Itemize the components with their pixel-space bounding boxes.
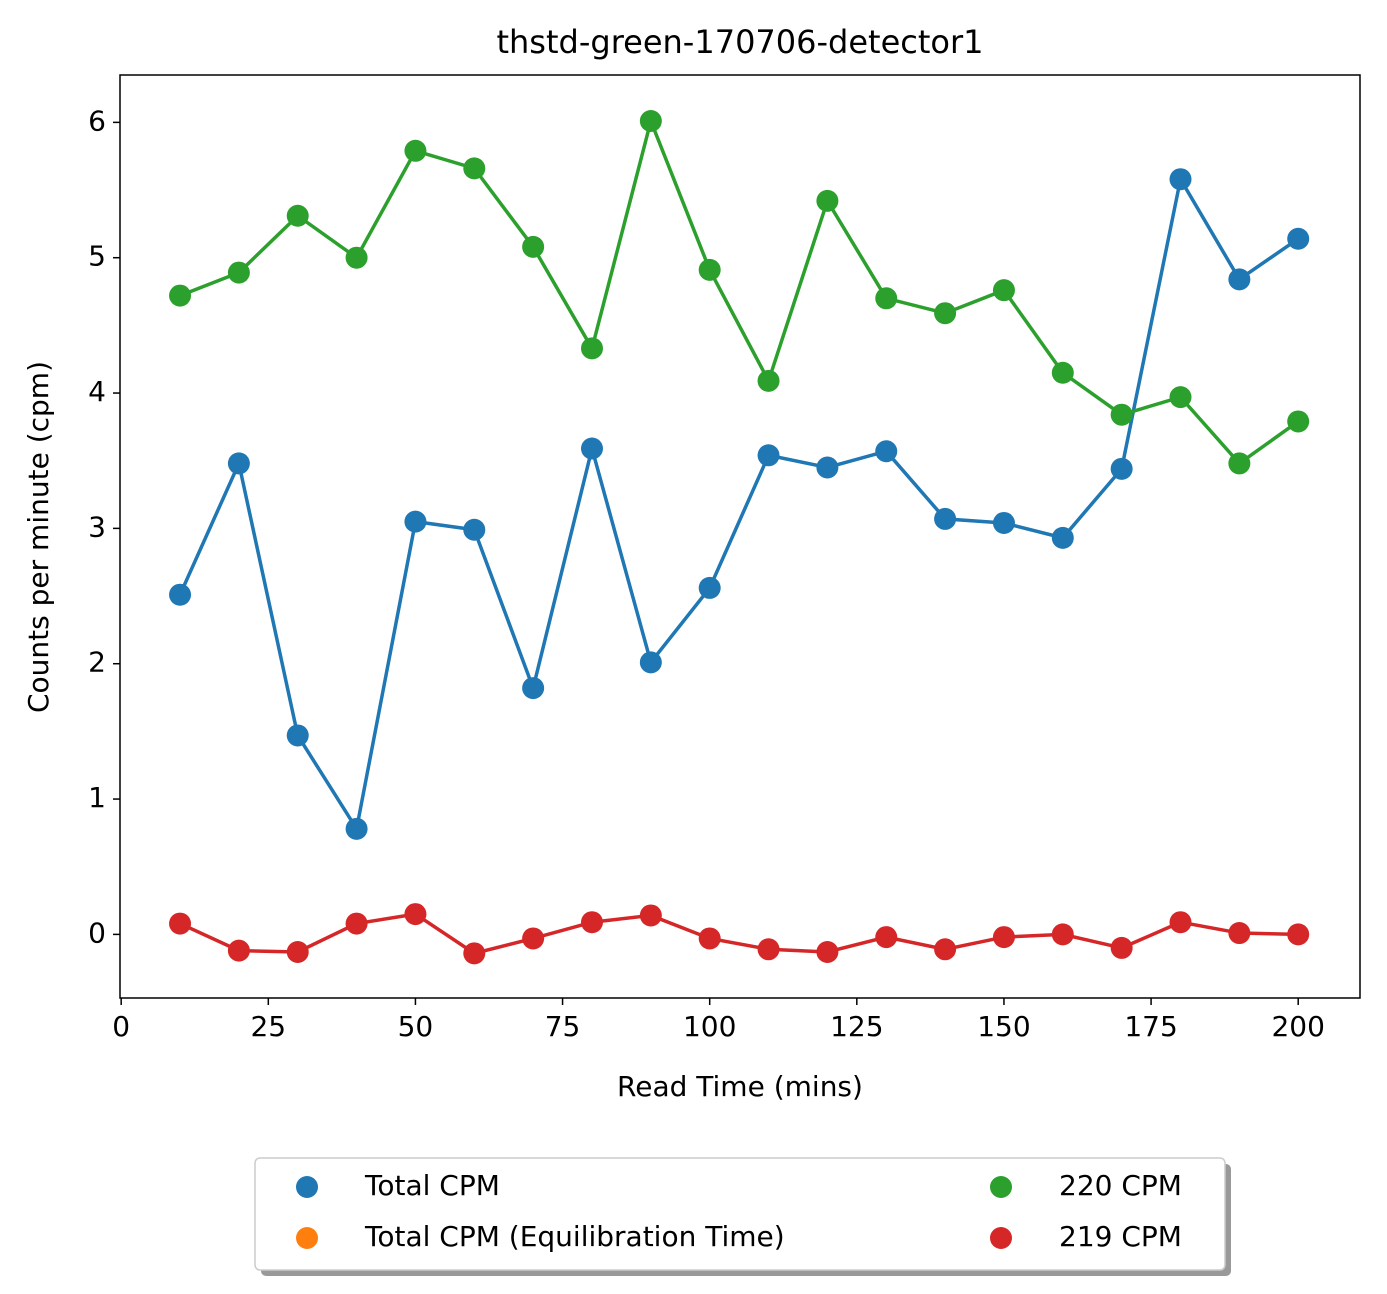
point [1287,227,1310,250]
point [227,452,250,475]
y-tick-label: 6 [88,104,106,137]
point [345,817,368,840]
point [992,926,1015,949]
point [1228,922,1251,945]
point [227,261,250,284]
x-tick-label: 25 [250,1010,286,1043]
point [875,440,898,463]
x-tick-label: 50 [398,1010,434,1043]
legend-marker [296,1227,318,1249]
x-axis-label: Read Time (mins) [617,1070,863,1103]
point [757,444,780,467]
legend-marker [990,1176,1012,1198]
legend-label: Total CPM (Equilibration Time) [364,1220,785,1253]
point [286,204,309,227]
plot-frame [119,74,1361,999]
point [1051,526,1074,549]
x-tick-label: 125 [830,1010,883,1043]
point [169,284,192,307]
point [816,456,839,479]
legend-label: Total CPM [364,1169,500,1202]
point [1051,923,1074,946]
point [757,369,780,392]
point [1051,361,1074,384]
point [580,911,603,934]
x-tick-label: 0 [112,1010,130,1043]
point [1228,452,1251,475]
point [169,912,192,935]
y-tick-label: 0 [88,916,106,949]
point [522,235,545,258]
point [1169,168,1192,191]
point [1169,911,1192,934]
point [227,939,250,962]
point [169,583,192,606]
point [1110,936,1133,959]
point [463,518,486,541]
point [934,507,957,530]
point [404,139,427,162]
point [816,189,839,212]
point [345,246,368,269]
point [286,724,309,747]
point [934,302,957,325]
point [698,258,721,281]
legend-box [254,1157,1226,1271]
point [757,938,780,961]
point [698,927,721,950]
x-tick-label: 75 [545,1010,581,1043]
y-tick-label: 5 [88,240,106,273]
point [816,940,839,963]
point [1287,410,1310,433]
point [286,940,309,963]
point [463,157,486,180]
series-line [178,174,1300,834]
y-tick-label: 2 [88,646,106,679]
point [1110,403,1133,426]
point [698,576,721,599]
point [1228,268,1251,291]
legend-marker [990,1227,1012,1249]
x-tick-label: 100 [683,1010,736,1043]
x-tick-label: 150 [977,1010,1030,1043]
legend-label: 220 CPM [1059,1169,1182,1202]
series-line [179,115,1300,466]
x-tick-label: 200 [1271,1010,1324,1043]
point [522,677,545,700]
point [1169,386,1192,409]
point [580,337,603,360]
point [404,510,427,533]
point [1110,457,1133,480]
y-tick-label: 3 [88,510,106,543]
point [522,927,545,950]
y-tick-label: 1 [88,781,106,814]
point [992,279,1015,302]
point [992,511,1015,534]
legend-label: 219 CPM [1059,1220,1182,1253]
point [639,110,662,133]
point [875,287,898,310]
point [580,437,603,460]
point [639,904,662,927]
point [875,926,898,949]
legend-marker [296,1176,318,1198]
point [463,942,486,965]
point [639,651,662,674]
point [934,938,957,961]
y-tick-label: 4 [88,375,106,408]
y-axis-label: Counts per minute (cpm) [22,361,55,713]
point [404,903,427,926]
x-tick-label: 175 [1124,1010,1177,1043]
point [1287,923,1310,946]
point [345,912,368,935]
chart-title: thstd-green-170706-detector1 [496,23,983,61]
